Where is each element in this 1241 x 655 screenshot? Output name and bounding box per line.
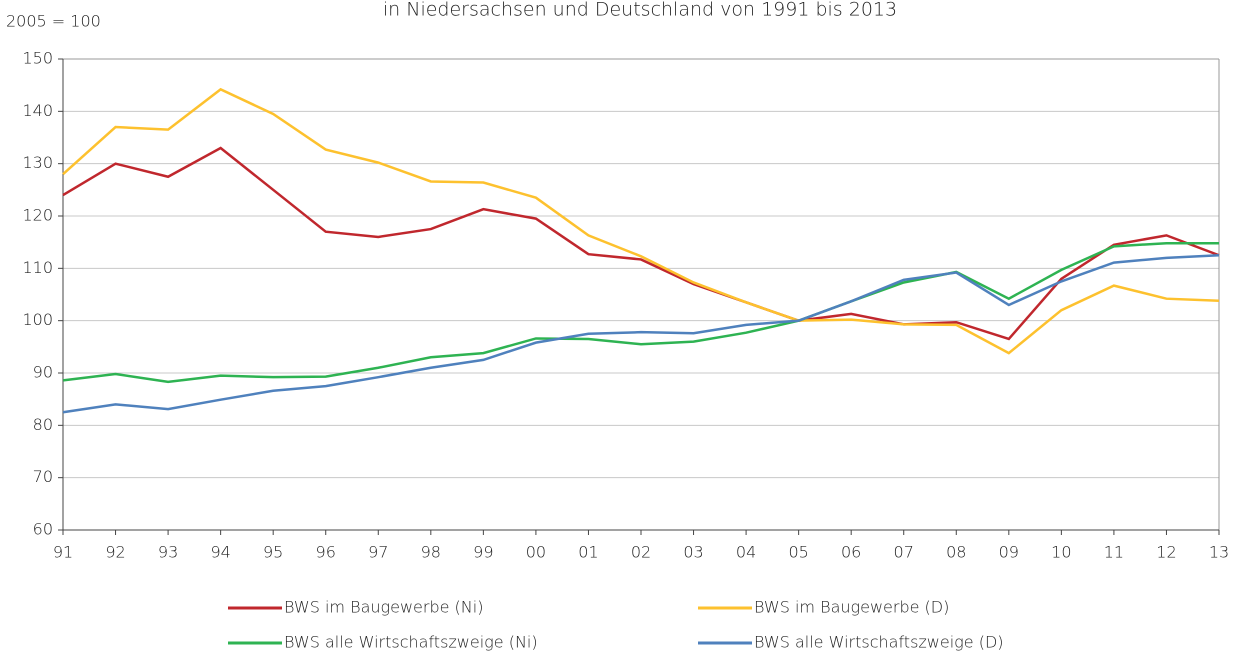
x-tick-label: 13 — [1209, 543, 1229, 562]
y-tick-label: 80 — [33, 415, 53, 434]
legend-label: BWS im Baugewerbe (D) — [754, 598, 949, 617]
y-axis-label: 2005 = 100 — [6, 12, 101, 31]
y-tick-label: 90 — [33, 363, 53, 382]
series-line — [62, 241, 1219, 384]
x-tick-label: 07 — [894, 543, 914, 562]
y-tick-label: 110 — [22, 258, 53, 277]
legend-label: BWS im Baugewerbe (Ni) — [284, 598, 483, 617]
y-tick-label: 130 — [22, 153, 53, 172]
x-tick-label: 94 — [210, 543, 230, 562]
x-tick-label: 08 — [946, 543, 966, 562]
series-line — [62, 87, 1220, 355]
x-tick-label: 97 — [368, 543, 388, 562]
x-tick-label: 12 — [1156, 543, 1176, 562]
y-tick-label: 70 — [33, 467, 53, 486]
x-tick-label: 04 — [736, 543, 756, 562]
x-tick-label: 95 — [263, 543, 283, 562]
chart-title: in Niedersachsen und Deutschland von 199… — [383, 0, 897, 21]
series-line — [62, 146, 1220, 341]
x-tick-label: 96 — [316, 543, 336, 562]
x-tick-label: 91 — [53, 543, 73, 562]
x-tick-label: 10 — [1051, 543, 1071, 562]
x-tick-label: 05 — [788, 543, 808, 562]
legend-label: BWS alle Wirtschaftszweige (D) — [754, 633, 1004, 652]
x-tick-label: 06 — [841, 543, 861, 562]
x-tick-label: 09 — [999, 543, 1019, 562]
x-tick-label: 03 — [683, 543, 703, 562]
y-tick-label: 120 — [22, 206, 53, 225]
series-line — [62, 254, 1220, 414]
x-tick-label: 99 — [473, 543, 493, 562]
legend-label: BWS alle Wirtschaftszweige (Ni) — [284, 633, 538, 652]
x-tick-label: 02 — [631, 543, 651, 562]
y-tick-label: 150 — [22, 49, 53, 68]
x-tick-label: 11 — [1104, 543, 1124, 562]
y-tick-label: 100 — [22, 310, 53, 329]
x-tick-label: 98 — [421, 543, 441, 562]
x-tick-label: 00 — [526, 543, 546, 562]
y-tick-label: 140 — [22, 101, 53, 120]
y-tick-label: 60 — [33, 520, 53, 539]
x-tick-label: 92 — [105, 543, 125, 562]
x-tick-label: 01 — [578, 543, 598, 562]
x-tick-label: 93 — [158, 543, 178, 562]
